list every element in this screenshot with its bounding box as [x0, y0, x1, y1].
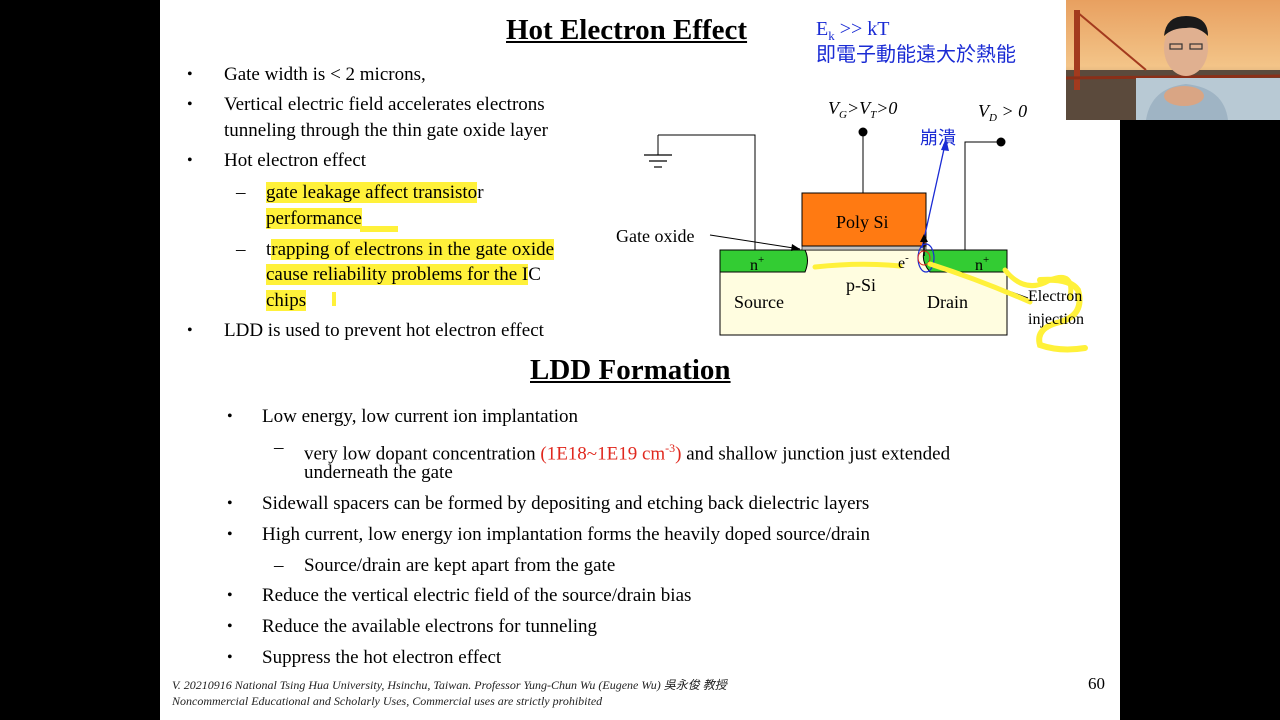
sub-trapping-cont2: chips — [266, 288, 307, 314]
vd-label: VD > 0 — [978, 101, 1027, 124]
electron-label: e- — [898, 252, 909, 272]
highlight-stroke — [360, 226, 398, 232]
sub-trapping-cont: cause reliability problems for the IC — [266, 262, 541, 288]
n-plus-drain — [922, 249, 1008, 273]
dash: – — [236, 182, 246, 203]
bullet-dot: • — [187, 96, 193, 113]
footer-line-2: Noncommercial Educational and Scholarly … — [172, 694, 603, 708]
gate-oxide-layer — [801, 245, 927, 251]
footer-line-1: V. 20210916 National Tsing Hua Universit… — [172, 678, 727, 692]
dash: – — [236, 239, 246, 260]
ldd-low-energy: Low energy, low current ion implantation — [262, 406, 579, 427]
energy-note: Ek >> kT — [816, 17, 890, 48]
energy-note-e: E — [816, 18, 829, 40]
source-wire — [658, 134, 756, 250]
slide-title-ldd: LDD Formation — [530, 354, 731, 386]
text: t — [266, 239, 272, 260]
gate-terminal — [858, 127, 868, 137]
concentration-close: ) — [675, 443, 682, 465]
bullet-dot: • — [227, 495, 233, 512]
ldd-reduce-field: Reduce the vertical electric field of th… — [262, 585, 692, 606]
bullet-hot-electron: Hot electron effect — [224, 150, 367, 171]
gate-oxide-pointer — [709, 234, 801, 250]
ldd-dopant-concentration-cont: underneath the gate — [304, 462, 453, 483]
text: r — [477, 182, 484, 203]
poly-si-gate — [801, 192, 927, 247]
ldd-source-drain-apart: Source/drain are kept apart from the gat… — [304, 555, 616, 576]
drain-terminal — [996, 137, 1006, 147]
highlight: rapping of electrons in the gate oxide — [271, 239, 555, 260]
text: and shallow junction just extended — [681, 443, 951, 465]
bullet-dot: • — [227, 618, 233, 635]
text: C — [528, 264, 541, 285]
bullet-vertical-field: Vertical electric field accelerates elec… — [224, 94, 545, 115]
page-number: 60 — [1088, 674, 1105, 693]
bullet-dot: • — [227, 587, 233, 604]
bullet-dot: • — [227, 408, 233, 425]
arrow-head-icon — [941, 138, 949, 151]
ldd-reduce-electrons: Reduce the available electrons for tunne… — [262, 616, 598, 637]
ldd-sidewall: Sidewall spacers can be formed by deposi… — [262, 493, 870, 514]
electron-injection-label-1: Electron — [1028, 288, 1082, 305]
bullet-dot: • — [227, 526, 233, 543]
gate-oxide-label: Gate oxide — [616, 226, 694, 246]
bullet-dot: • — [227, 649, 233, 666]
breakdown-arrow — [921, 139, 947, 249]
arrow-head-icon — [791, 244, 800, 251]
text: very low dopant concentration — [304, 443, 541, 465]
bullet-vertical-field-cont: tunneling through the thin gate oxide la… — [224, 120, 548, 141]
n-plus-source-label: n+ — [750, 254, 764, 274]
collapse-label: 崩潰 — [920, 128, 956, 149]
presenter-video-icon — [1066, 0, 1280, 120]
vg-label: VG>VT>0 — [828, 98, 897, 121]
poly-si-label: Poly Si — [836, 212, 889, 232]
sub-gate-leakage-cont: performance — [266, 206, 362, 232]
electron-inner — [917, 250, 931, 266]
mosfet-hot-electron-diagram: VG>VT>0 VD > 0 崩潰 Gate oxide Poly Si n+ … — [616, 98, 1088, 353]
bullet-gate-width: Gate width is < 2 microns, — [224, 64, 426, 85]
energy-note-chinese: 即電子動能遠大於熱能 — [816, 42, 1016, 66]
bullet-dot: • — [187, 66, 193, 83]
bullet-dot: • — [187, 322, 193, 339]
dash: – — [274, 437, 284, 458]
p-si-label: p-Si — [846, 275, 876, 295]
electron-injection-label-2: injection — [1028, 311, 1084, 328]
highlight: cause reliability problems for the I — [266, 264, 529, 285]
highlight-stroke — [927, 261, 1033, 305]
highlight: chips — [266, 290, 307, 311]
ldd-dopant-concentration: very low dopant concentration (1E18~1E19… — [304, 435, 950, 467]
n-plus-drain-label: n+ — [975, 254, 989, 274]
sub-trapping: trapping of electrons in the gate oxide — [266, 237, 555, 263]
bullet-ldd-prevent: LDD is used to prevent hot electron effe… — [224, 320, 544, 341]
highlight-stroke — [1036, 276, 1088, 353]
sub-gate-leakage: gate leakage affect transistor — [266, 180, 484, 206]
energy-note-rest: >> kT — [834, 18, 890, 40]
drain-label: Drain — [927, 292, 968, 312]
ldd-suppress: Suppress the hot electron effect — [262, 647, 502, 668]
drain-wire — [964, 141, 1000, 250]
bullet-dot: • — [187, 152, 193, 169]
arrow-head-icon — [920, 234, 928, 242]
n-plus-source — [719, 249, 808, 273]
dash: – — [274, 555, 284, 576]
presenter-video-feed — [1066, 0, 1280, 120]
ground-icon — [644, 135, 672, 168]
highlight: performance — [266, 208, 362, 229]
highlight-stroke — [812, 261, 903, 270]
ldd-high-current: High current, low energy ion implantatio… — [262, 524, 871, 545]
slide-title-hot-electron: Hot Electron Effect — [506, 14, 748, 46]
slide: Hot Electron Effect Ek >> kT 即電子動能遠大於熱能 … — [160, 0, 1120, 720]
source-label: Source — [734, 292, 784, 312]
highlight-mark — [332, 292, 336, 306]
energy-note-sub: k — [828, 28, 835, 43]
concentration-value: (1E18~1E19 cm — [540, 443, 666, 465]
highlight: gate leakage affect transisto — [266, 182, 478, 203]
exponent: -3 — [665, 441, 676, 455]
